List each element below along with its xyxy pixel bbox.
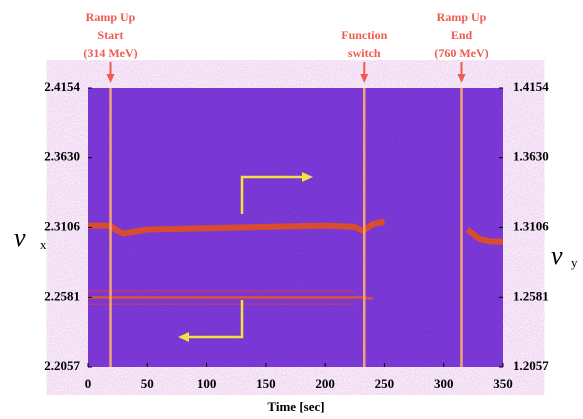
event-label: End [451,28,473,42]
trace [88,296,373,300]
event-label: (314 MeV) [83,46,137,60]
event-label: Ramp Up [437,10,487,24]
y2-tick-label: 1.4154 [513,79,549,94]
y-tick-label: 2.3106 [44,218,80,233]
event-label: (760 MeV) [434,46,488,60]
direction-arrowhead [302,172,313,182]
y2-tick-label: 1.3106 [513,218,549,233]
x-axis-label: Time [sec] [267,399,324,414]
x-tick-label: 0 [85,376,92,391]
y-axis-symbol: ν [14,223,26,252]
event-label: Ramp Up [86,10,136,24]
x-tick-label: 50 [141,376,154,391]
y-axis-subscript: x [40,237,47,252]
event-arrowhead [457,74,466,83]
y2-tick-label: 1.2057 [513,358,549,373]
y-tick-label: 2.4154 [44,79,80,94]
x-tick-label: 350 [493,376,513,391]
y2-tick-label: 1.3630 [513,149,549,164]
y-tick-label: 2.2057 [44,358,80,373]
y2-tick-label: 1.2581 [513,288,549,303]
x-tick-label: 100 [197,376,217,391]
y2-axis-symbol: ν [551,241,563,270]
event-label: Start [98,28,124,42]
event-arrowhead [106,74,115,83]
event-label: Function [341,28,387,42]
direction-arrowhead [178,332,189,342]
event-arrowhead [360,74,369,83]
direction-arrow [186,300,244,339]
x-tick-label: 300 [434,376,454,391]
x-tick-label: 200 [315,376,335,391]
y-tick-label: 2.3630 [44,149,80,164]
direction-arrow [240,175,305,214]
x-tick-label: 150 [256,376,276,391]
y-tick-label: 2.2581 [44,288,80,303]
event-label: switch [348,46,381,60]
y2-axis-subscript: y [571,255,578,270]
x-tick-label: 250 [375,376,395,391]
